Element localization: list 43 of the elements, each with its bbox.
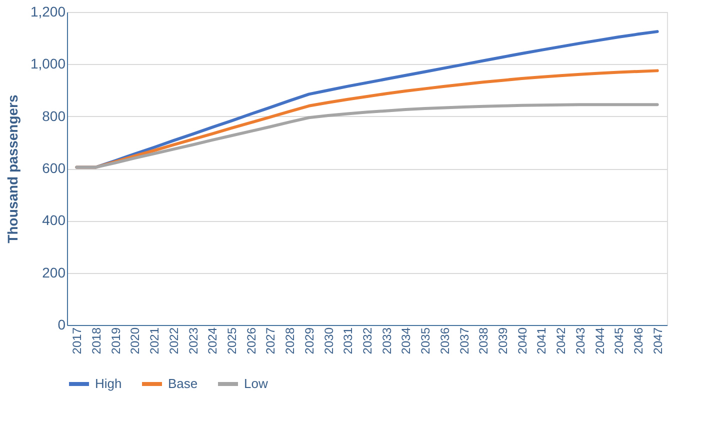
x-tick-label: 2030: [322, 327, 336, 354]
x-tick-label: 2041: [534, 327, 549, 354]
x-tick-label: 2039: [496, 327, 510, 354]
legend-label: Base: [168, 376, 198, 391]
y-tick-label: 600: [42, 160, 66, 176]
x-tick-label: 2038: [476, 327, 491, 354]
x-tick-label: 2036: [438, 327, 452, 354]
x-tick-label: 2019: [108, 327, 123, 354]
x-tick-label: 2025: [225, 327, 240, 354]
x-tick-label: 2028: [283, 327, 298, 354]
legend-label: Low: [244, 376, 268, 391]
x-tick-label: 2032: [360, 327, 374, 354]
x-tick-label: 2029: [302, 327, 316, 354]
y-tick-label: 0: [58, 316, 66, 332]
x-tick-label: 2031: [341, 327, 356, 354]
x-tick-label: 2037: [457, 327, 472, 354]
y-tick-label: 400: [42, 212, 66, 228]
x-tick-label: 2022: [166, 327, 181, 354]
x-tick-label: 2042: [554, 327, 568, 354]
x-tick-label: 2035: [418, 327, 433, 354]
x-tick-label: 2017: [70, 327, 84, 354]
y-axis-title: Thousand passengers: [4, 94, 20, 244]
x-tick-label: 2027: [264, 327, 278, 354]
x-tick-label: 2020: [128, 327, 142, 354]
y-tick-label: 1,000: [30, 56, 66, 72]
x-tick-label: 2045: [612, 327, 626, 354]
x-tick-label: 2040: [515, 327, 530, 354]
x-tick-label: 2034: [399, 327, 414, 354]
y-tick-label: 1,200: [30, 4, 66, 20]
x-tick-label: 2047: [650, 327, 665, 354]
legend-label: High: [95, 376, 122, 391]
x-tick-label: 2033: [380, 327, 394, 354]
y-tick-label: 800: [42, 108, 66, 124]
x-tick-label: 2021: [148, 327, 162, 354]
x-tick-label: 2023: [186, 327, 200, 354]
x-tick-label: 2043: [573, 327, 588, 354]
x-tick-label: 2024: [206, 327, 220, 354]
x-tick-label: 2046: [631, 327, 646, 354]
x-tick-label: 2044: [592, 327, 607, 354]
y-tick-label: 200: [42, 264, 66, 280]
line-series: [75, 103, 659, 169]
x-tick-label: 2026: [244, 327, 258, 354]
x-tick-label: 2018: [90, 327, 104, 354]
